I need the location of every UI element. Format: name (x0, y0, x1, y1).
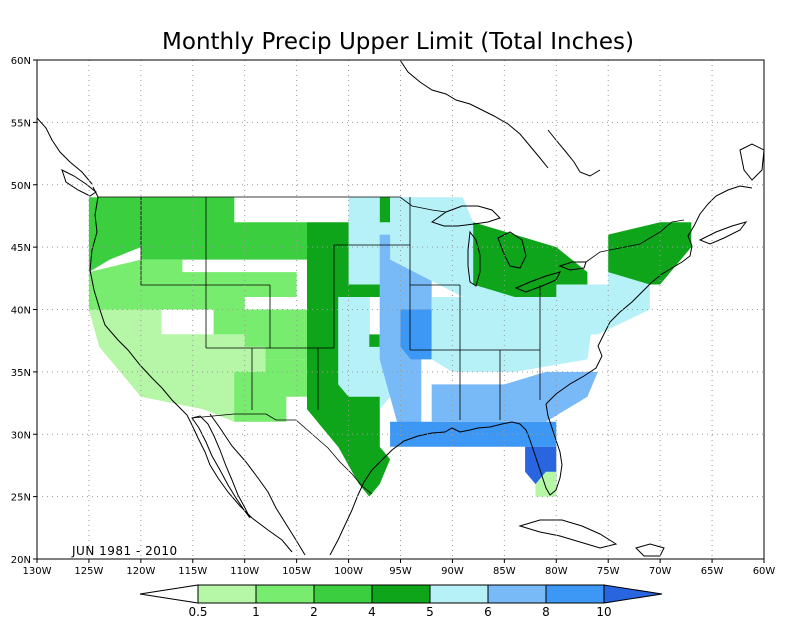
precip-region-pacific-nw (88, 197, 141, 273)
pacific-coastline (89, 186, 293, 553)
lat-label-60N: 60N (11, 56, 31, 67)
lat-label-55N: 55N (11, 118, 31, 129)
colorbar-bin-4 (371, 584, 431, 604)
precip-region-south-texas (317, 396, 391, 497)
colorbar-bin-0 (139, 584, 199, 604)
vancouver-island (61, 169, 97, 197)
longitude-tick-labels: 130W 125W 120W 115W 110W 105W 100W 95W 90W 85W 80W… (23, 559, 776, 577)
lake-superior (430, 205, 501, 227)
graticule-layer (37, 60, 764, 559)
precip-region-southeast (431, 371, 598, 422)
lon-label-65W: 65W (701, 566, 724, 577)
precip-region-kansas-oklahoma (338, 297, 391, 410)
colorbar-label-0.5: 0.5 (188, 605, 207, 618)
colorbar-label-4: 4 (368, 605, 376, 618)
lon-label-95W: 95W (389, 566, 412, 577)
political-borders-layer (98, 196, 685, 495)
lon-label-75W: 75W (597, 566, 620, 577)
colorbar-bin-6 (487, 584, 547, 604)
newfoundland-coastline (739, 143, 765, 181)
us-canada-border-east (585, 219, 685, 263)
map-area (36, 59, 765, 560)
precip-region-gulf-coast (390, 421, 557, 447)
lon-label-100W: 100W (334, 566, 363, 577)
precip-region-southern-rockies (234, 359, 307, 422)
atlantic-coastline (545, 185, 753, 405)
precip-region-great-lakes (473, 222, 588, 297)
lat-label-25N: 25N (11, 493, 31, 504)
lon-label-90W: 90W (441, 566, 464, 577)
lat-label-35N: 35N (11, 368, 31, 379)
precip-region-colorado-utah (213, 297, 328, 360)
lake-erie (514, 271, 561, 293)
precip-region-ozarks (400, 309, 432, 360)
lon-label-110W: 110W (230, 566, 259, 577)
precip-region-northern-rockies (140, 197, 307, 260)
lon-label-85W: 85W (493, 566, 516, 577)
nova-scotia-coastline (698, 221, 748, 245)
hudson-bay-shore (399, 59, 549, 169)
lat-label-40N: 40N (11, 306, 31, 317)
lat-label-45N: 45N (11, 243, 31, 254)
colorbar-label-6: 6 (484, 605, 492, 618)
precip-region-south-florida (535, 471, 557, 497)
hispaniola-coastline (635, 543, 665, 557)
lake-huron (497, 231, 527, 269)
lat-label-30N: 30N (11, 430, 31, 441)
lon-label-115W: 115W (178, 566, 207, 577)
lon-label-120W: 120W (126, 566, 155, 577)
mexico-west-coastline (209, 413, 306, 556)
colorbar-label-1: 1 (252, 605, 260, 618)
colorbar-bin-5 (429, 584, 489, 604)
lon-label-125W: 125W (74, 566, 103, 577)
coastline-layer (36, 59, 765, 557)
lon-label-70W: 70W (649, 566, 672, 577)
colorbar-bin-1 (197, 584, 257, 604)
colorbar-label-10: 10 (596, 605, 611, 618)
cuba-coastline (518, 519, 618, 549)
colorbar-bin-8 (603, 584, 663, 604)
latitude-tick-labels: 20N 25N 30N 35N 40N 45N 50N 55N 60N (11, 56, 37, 566)
lat-label-20N: 20N (11, 555, 31, 566)
colorbar-bin-7 (545, 584, 605, 604)
colorbar-bin-3 (313, 584, 373, 604)
lake-ontario (558, 261, 587, 271)
lon-label-105W: 105W (282, 566, 311, 577)
gulf-coastline-east (444, 403, 563, 496)
bc-coastline (36, 117, 93, 185)
precip-region-appalachia (556, 259, 650, 335)
precip-shading-layer (88, 197, 692, 497)
lon-label-130W: 130W (23, 566, 52, 577)
us-canada-border (98, 196, 447, 213)
colorbar-label-8: 8 (542, 605, 550, 618)
colorbar-label-2: 2 (310, 605, 318, 618)
colorbar-label-5: 5 (426, 605, 434, 618)
map-title: Monthly Precip Upper Limit (Total Inches… (162, 29, 634, 55)
lake-michigan (467, 230, 481, 287)
colorbar-bin-2 (255, 584, 315, 604)
gulf-coastline-west (329, 431, 446, 556)
colorbar-legend: 0.5 1 2 4 5 6 8 10 (139, 584, 663, 618)
lon-label-60W: 60W (753, 566, 776, 577)
lon-label-80W: 80W (545, 566, 568, 577)
period-label: JUN 1981 - 2010 (71, 544, 178, 558)
lat-label-50N: 50N (11, 181, 31, 192)
